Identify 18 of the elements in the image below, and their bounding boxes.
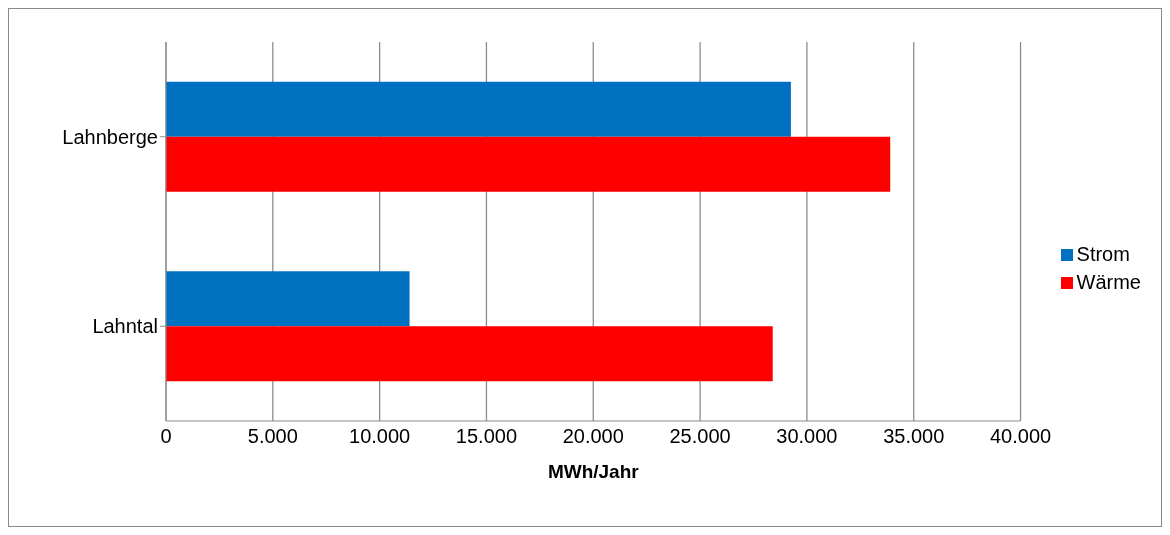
legend-label: Wärme	[1076, 270, 1141, 293]
bar	[166, 81, 791, 137]
x-tick-label: 30.000	[776, 425, 838, 448]
x-tick-label: 0	[160, 425, 172, 448]
x-tick-label: 40.000	[989, 425, 1052, 448]
x-tick-label: 25.000	[669, 425, 731, 448]
x-tick-label: 35.000	[883, 425, 945, 448]
x-tick-label: 20.000	[562, 425, 624, 448]
bar	[166, 326, 773, 382]
y-tick-label: Lahntal	[92, 315, 158, 338]
legend-label: Strom	[1076, 242, 1130, 265]
bar	[166, 136, 891, 192]
x-axis-title: MWh/Jahr	[547, 461, 640, 482]
x-tick-label: 15.000	[455, 425, 518, 448]
y-tick-label: Lahnberge	[62, 125, 158, 148]
x-tick-label: 5.000	[247, 425, 298, 448]
bar	[166, 271, 410, 327]
x-tick-label: 10.000	[349, 425, 411, 448]
